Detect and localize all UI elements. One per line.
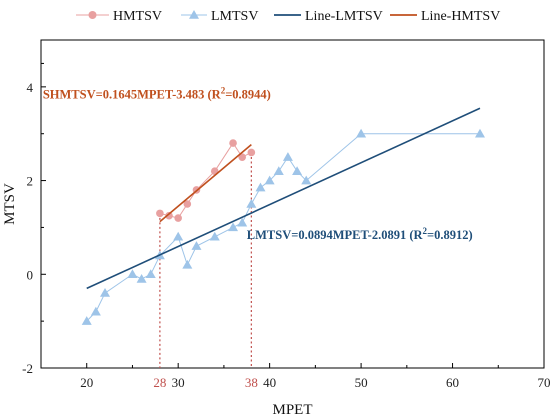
x-tick-label: 40 <box>263 375 276 390</box>
lmtsv-point <box>81 316 92 325</box>
legend-swatch-marker <box>88 11 97 19</box>
fit-lines <box>86 107 481 290</box>
plot-frame <box>40 39 545 369</box>
lmtsv-point <box>90 306 101 316</box>
lmtsv-point <box>191 241 202 250</box>
legend-label: LMTSV <box>211 9 258 24</box>
x-axis-title: MPET <box>272 402 312 418</box>
legend-item-line-hmtsv: Line-HMTSV <box>390 9 500 24</box>
line-hmtsv-fit <box>159 143 252 223</box>
y-tick-label: 4 <box>27 80 34 95</box>
hmtsv-point <box>165 211 173 220</box>
lmtsv-point <box>282 152 293 161</box>
x-tick-label: 50 <box>355 375 368 390</box>
hmtsv-point <box>174 214 182 222</box>
lmtsv-point <box>173 231 184 241</box>
lmtsv-point <box>255 182 266 192</box>
lmtsv-point <box>145 269 156 279</box>
x-tick-label: 60 <box>446 375 459 390</box>
hmtsv-point <box>156 209 164 218</box>
legend-item-hmtsv: HMTSV <box>76 9 162 24</box>
lmtsv-point <box>136 273 147 283</box>
lmtsv-point <box>356 128 367 138</box>
lmtsv-point <box>237 217 248 227</box>
lmtsv-point <box>264 175 275 185</box>
lmtsv-point <box>127 269 138 279</box>
y-axis-title: MTSV <box>2 183 18 225</box>
reference-label-38: 38 <box>245 375 258 390</box>
hmtsv-point <box>238 153 246 161</box>
reference-label-28: 28 <box>153 375 166 390</box>
line-lmtsv-fit <box>86 107 481 290</box>
hmtsv-point <box>247 148 256 157</box>
lmtsv-line <box>86 133 480 322</box>
legend-item-lmtsv: LMTSV <box>181 9 258 24</box>
equation-hm: SHMTSV=0.1645MPET-3.483 (R2=0.8944) <box>43 86 271 102</box>
legend: HMTSV LMTSV Line-LMTSV Line-HMTSV <box>76 9 500 24</box>
lmtsv-point <box>246 199 257 208</box>
lmtsv-point <box>100 288 111 297</box>
y-tick-label: 2 <box>27 174 34 189</box>
legend-item-line-lmtsv: Line-LMTSV <box>274 9 383 24</box>
hmtsv-point <box>183 200 192 208</box>
x-tick-label: 30 <box>172 375 185 390</box>
equation-annotations: SHMTSV=0.1645MPET-3.483 (R2=0.8944) LMTSV… <box>43 86 473 243</box>
lmtsv-point <box>228 222 239 232</box>
lmtsv-point <box>301 175 312 185</box>
x-tick-label: 70 <box>538 375 550 390</box>
legend-label: Line-LMTSV <box>305 9 383 24</box>
x-tick-label: 20 <box>80 375 93 390</box>
legend-label: Line-HMTSV <box>421 9 500 24</box>
legend-swatch-marker <box>189 10 199 19</box>
lmtsv-point <box>182 259 193 269</box>
equation-lm: LMTSV=0.0894MPET-2.0891 (R2=0.8912) <box>247 226 473 242</box>
lmtsv-point <box>273 166 284 175</box>
hmtsv-line <box>159 142 252 219</box>
y-tick-label: -2 <box>22 361 33 376</box>
y-tick-label: 0 <box>27 267 34 282</box>
axes: 20 30 40 50 60 70 -2 0 2 4 <box>22 62 550 390</box>
reference-lines: 28 38 <box>153 152 258 390</box>
lmtsv-point <box>292 166 303 175</box>
lmtsv-point <box>474 128 485 138</box>
lmtsv-point <box>209 231 220 241</box>
legend-label: HMTSV <box>113 9 162 24</box>
hmtsv-point <box>229 139 237 147</box>
